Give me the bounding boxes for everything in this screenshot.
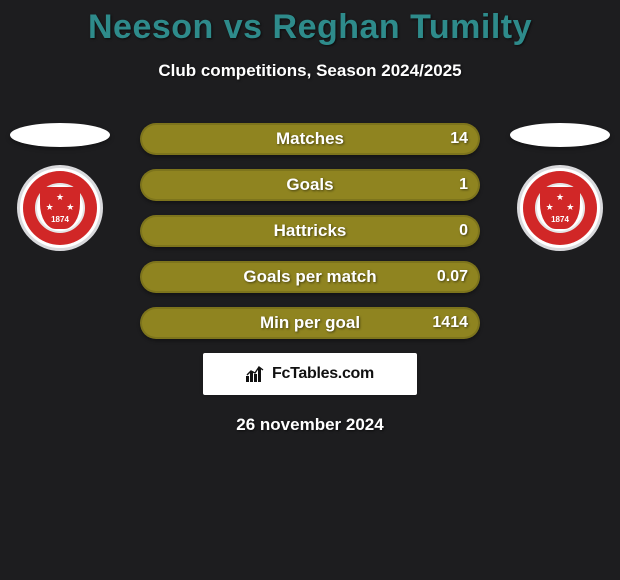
stat-value-right: 0 (459, 222, 468, 240)
club-crest-right: ★ ★ ★ 1874 (517, 165, 603, 251)
stat-value-right: 0.07 (437, 268, 468, 286)
player-right-column: ★ ★ ★ 1874 (510, 123, 610, 251)
player-right-crest-wrap: ★ ★ ★ 1874 (510, 165, 610, 251)
comparison-subtitle: Club competitions, Season 2024/2025 (0, 61, 620, 81)
stat-row: Hattricks0 (140, 215, 480, 247)
player-left-column: ★ ★ ★ 1874 (10, 123, 110, 251)
infographic-container: Neeson vs Reghan Tumilty Club competitio… (0, 0, 620, 435)
stat-label: Min per goal (142, 313, 478, 333)
stats-area: ★ ★ ★ 1874 ★ ★ ★ 1874 (0, 123, 620, 435)
stat-value-right: 14 (450, 130, 468, 148)
brand-chart-icon (246, 366, 266, 382)
stat-row: Goals per match0.07 (140, 261, 480, 293)
infographic-date: 26 november 2024 (0, 415, 620, 435)
stat-bar: Hattricks0 (140, 215, 480, 247)
club-crest-left: ★ ★ ★ 1874 (17, 165, 103, 251)
stat-row: Matches14 (140, 123, 480, 155)
stat-row: Min per goal1414 (140, 307, 480, 339)
stat-bar: Matches14 (140, 123, 480, 155)
crest-year-left: 1874 (51, 215, 69, 224)
stat-bars: Matches14 Goals1 Hattricks0 Goals per match… (140, 123, 480, 339)
stat-row: Goals1 (140, 169, 480, 201)
brand-box: FcTables.com (203, 353, 417, 395)
player-left-avatar (10, 123, 110, 147)
stat-bar: Goals per match0.07 (140, 261, 480, 293)
stat-label: Goals (142, 175, 478, 195)
brand-text: FcTables.com (272, 365, 374, 383)
stat-label: Goals per match (142, 267, 478, 287)
stat-bar: Goals1 (140, 169, 480, 201)
stat-label: Hattricks (142, 221, 478, 241)
stat-value-right: 1 (459, 176, 468, 194)
stat-label: Matches (142, 129, 478, 149)
stat-bar: Min per goal1414 (140, 307, 480, 339)
player-right-avatar (510, 123, 610, 147)
crest-year-right: 1874 (551, 215, 569, 224)
comparison-title: Neeson vs Reghan Tumilty (0, 8, 620, 47)
player-left-crest-wrap: ★ ★ ★ 1874 (10, 165, 110, 251)
stat-value-right: 1414 (432, 314, 468, 332)
